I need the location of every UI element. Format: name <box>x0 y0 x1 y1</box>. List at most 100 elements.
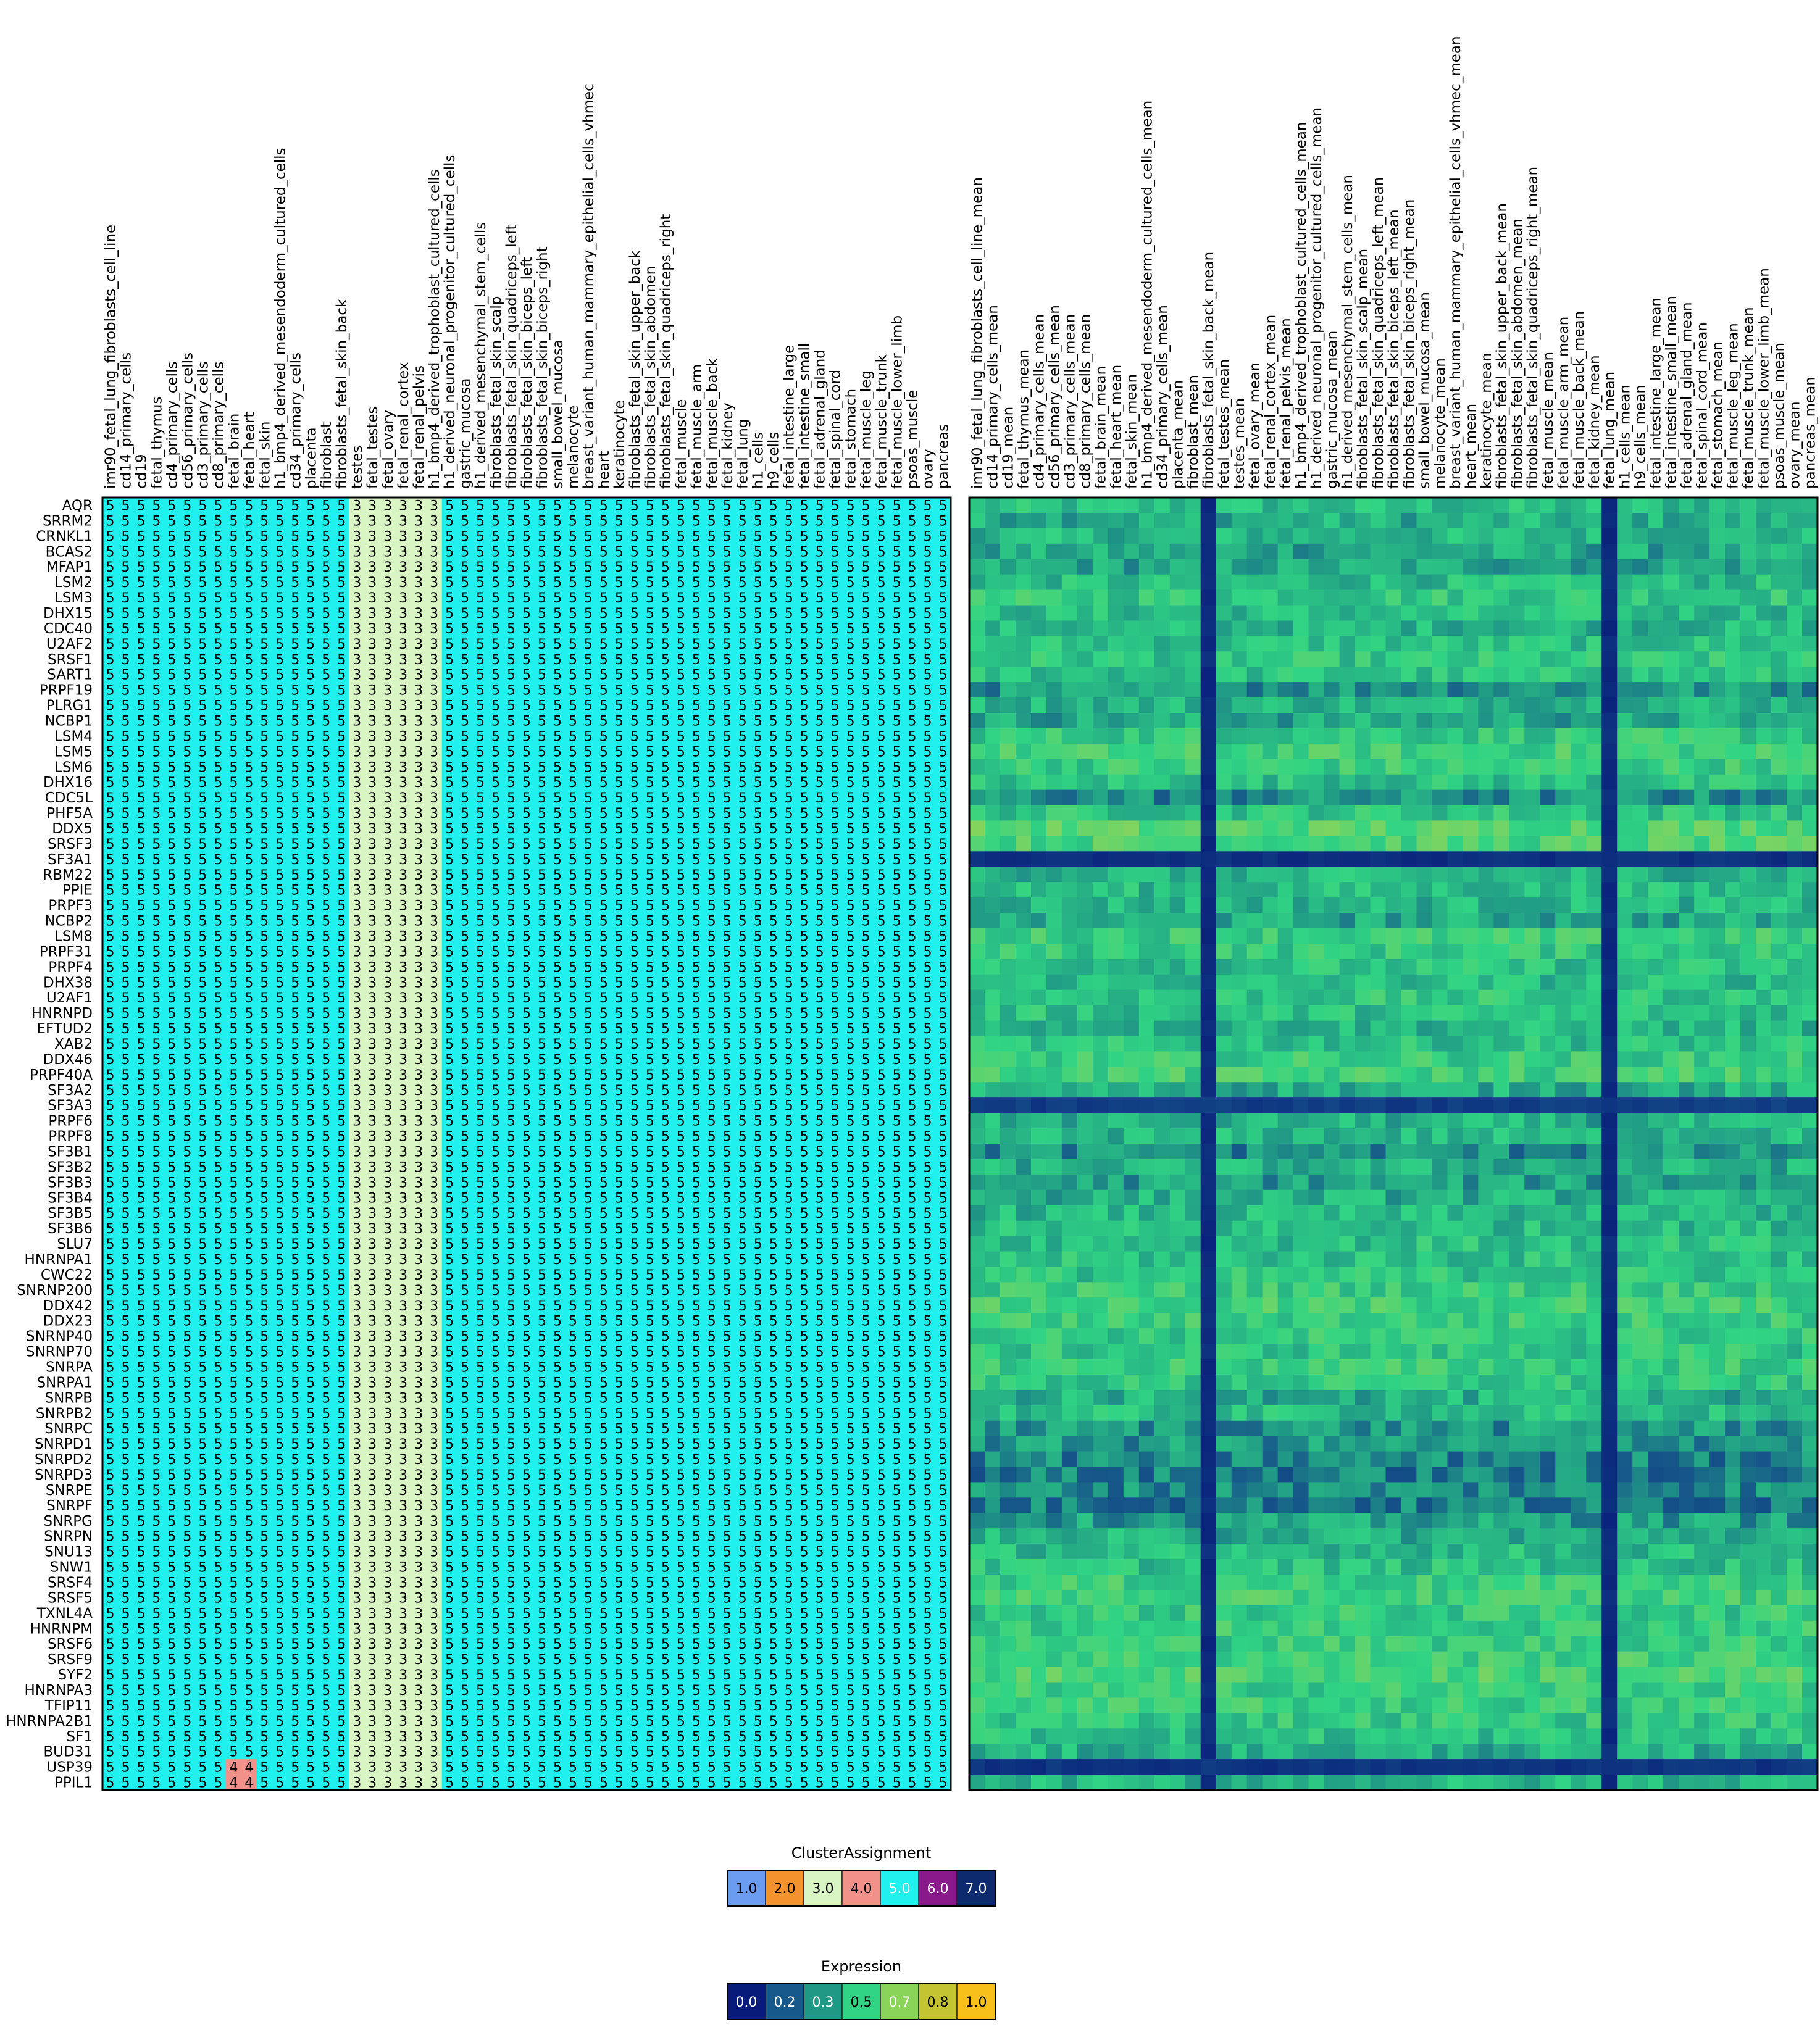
cluster-cell-value: 5 <box>738 1099 747 1114</box>
cluster-col-label-32: heart <box>596 451 612 489</box>
cluster-cell-value: 5 <box>461 1052 469 1068</box>
cluster-cell-value: 5 <box>785 852 793 868</box>
cluster-cell-value: 5 <box>785 514 793 529</box>
cluster-cell-value: 5 <box>106 929 114 944</box>
cluster-cell-value: 5 <box>553 498 562 514</box>
cluster-cell-value: 5 <box>198 1052 207 1068</box>
cluster-cell-value: 5 <box>708 899 716 914</box>
cluster-cell-value: 5 <box>862 1068 870 1083</box>
cluster-cell-value: 5 <box>846 806 855 822</box>
cluster-cell-value: 5 <box>738 806 747 822</box>
cluster-cell-value: 5 <box>229 1037 238 1052</box>
expression-col-label-20: fetal_renal_pelvis_mean <box>1278 318 1294 489</box>
cluster-cell-value: 3 <box>430 883 438 899</box>
cluster-cell-value: 5 <box>708 1083 716 1099</box>
cluster-cell-value: 3 <box>399 622 407 637</box>
cluster-cell-value: 5 <box>831 514 840 529</box>
cluster-cell-value: 5 <box>322 868 330 883</box>
cluster-cell-value: 5 <box>136 560 145 575</box>
cluster-cell-value: 3 <box>399 806 407 822</box>
cluster-cell-value: 5 <box>260 991 269 1006</box>
cluster-cell-value: 5 <box>229 637 238 652</box>
expression-col-label-4: cd4_primary_cells_mean <box>1031 314 1047 489</box>
cluster-cell-value: 5 <box>553 914 562 930</box>
cluster-cell-value: 5 <box>337 560 346 575</box>
cluster-cell-value: 5 <box>229 591 238 606</box>
cluster-cell-value: 5 <box>275 1083 284 1099</box>
cluster-cell-value: 5 <box>244 991 253 1006</box>
cluster-cell-value: 5 <box>939 699 948 714</box>
cluster-cell-value: 5 <box>198 683 207 699</box>
cluster-cell-value: 5 <box>723 498 732 514</box>
cluster-cell-value: 5 <box>291 822 299 837</box>
row-label-snrnp200: SNRNP200 <box>17 1283 93 1299</box>
cluster-cell-value: 3 <box>368 791 377 806</box>
cluster-cell-value: 5 <box>800 822 809 837</box>
cluster-cell-value: 5 <box>198 760 207 775</box>
cluster-cell-value: 5 <box>183 744 191 760</box>
cluster-cell-value: 5 <box>260 668 269 683</box>
cluster-cell-value: 5 <box>229 929 238 944</box>
cluster-col-label-40: fetal_kidney <box>720 402 736 489</box>
cluster-cell-value: 5 <box>939 1130 948 1145</box>
cluster-cell-value: 5 <box>461 529 469 544</box>
cluster-cell-value: 3 <box>414 560 423 575</box>
cluster-cell-value: 5 <box>846 1068 855 1083</box>
cluster-cell-value: 5 <box>615 1099 624 1114</box>
cluster-cell-value: 5 <box>723 1099 732 1114</box>
cluster-col-label-14: fibroblast <box>319 422 335 489</box>
cluster-cell-value: 5 <box>121 1006 130 1022</box>
cluster-cell-value: 5 <box>723 714 732 729</box>
cluster-cell-value: 5 <box>445 1068 454 1083</box>
row-label-prpf40a: PRPF40A <box>30 1067 93 1083</box>
cluster-cell-value: 5 <box>275 960 284 975</box>
cluster-cell-value: 5 <box>831 868 840 883</box>
cluster-cell-value: 5 <box>275 914 284 930</box>
cluster-cell-value: 5 <box>152 899 161 914</box>
cluster-cell-value: 5 <box>754 744 762 760</box>
cluster-cell-value: 3 <box>353 729 361 744</box>
cluster-cell-value: 5 <box>939 1099 948 1114</box>
cluster-cell-value: 5 <box>337 744 346 760</box>
cluster-cell-value: 5 <box>661 944 670 960</box>
cluster-cell-value: 5 <box>569 744 577 760</box>
cluster-cell-value: 5 <box>677 822 685 837</box>
cluster-cell-value: 5 <box>738 591 747 606</box>
cluster-cell-value: 5 <box>862 529 870 544</box>
cluster-cell-value: 5 <box>121 991 130 1006</box>
cluster-cell-value: 5 <box>661 775 670 791</box>
cluster-cell-value: 5 <box>553 514 562 529</box>
cluster-cell-value: 5 <box>846 514 855 529</box>
cluster-cell-value: 5 <box>522 1099 531 1114</box>
cluster-cell-value: 3 <box>353 1114 361 1130</box>
cluster-cell-value: 5 <box>461 622 469 637</box>
cluster-cell-value: 5 <box>677 544 685 560</box>
cluster-cell-value: 5 <box>538 652 546 668</box>
cluster-cell-value: 5 <box>738 622 747 637</box>
cluster-cell-value: 5 <box>507 1006 516 1022</box>
cluster-cell-value: 5 <box>183 1099 191 1114</box>
cluster-cell-value: 5 <box>337 1160 346 1175</box>
cluster-cell-value: 5 <box>708 729 716 744</box>
cluster-cell-value: 5 <box>599 575 608 591</box>
cluster-cell-value: 5 <box>291 683 299 699</box>
cluster-cell-value: 5 <box>862 837 870 852</box>
cluster-cell-value: 5 <box>167 914 176 930</box>
cluster-cell-value: 5 <box>816 1052 824 1068</box>
cluster-cell-value: 5 <box>121 622 130 637</box>
cluster-cell-value: 3 <box>414 1083 423 1099</box>
cluster-cell-value: 5 <box>677 622 685 637</box>
cluster-cell-value: 5 <box>167 606 176 622</box>
cluster-cell-value: 5 <box>260 514 269 529</box>
cluster-cell-value: 5 <box>708 1037 716 1052</box>
cluster-cell-value: 5 <box>862 575 870 591</box>
cluster-cell-value: 5 <box>461 606 469 622</box>
cluster-cell-value: 5 <box>152 575 161 591</box>
cluster-cell-value: 5 <box>661 1083 670 1099</box>
cluster-cell-value: 5 <box>646 1006 654 1022</box>
cluster-cell-value: 5 <box>846 929 855 944</box>
cluster-cell-value: 5 <box>769 1006 778 1022</box>
cluster-cell-value: 5 <box>708 1006 716 1022</box>
cluster-cell-value: 5 <box>754 868 762 883</box>
cluster-cell-value: 5 <box>661 652 670 668</box>
